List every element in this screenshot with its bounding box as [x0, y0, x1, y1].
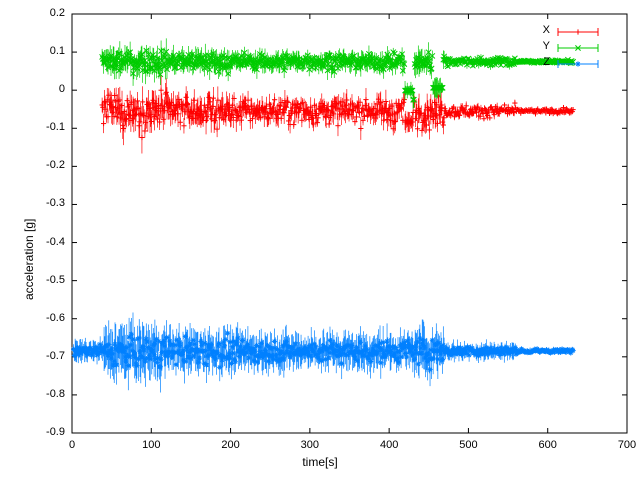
x-tick-label: 700	[617, 439, 637, 451]
series-Z	[70, 312, 576, 393]
y-tick-label: -0.4	[46, 235, 65, 248]
y-tick-label: -0.5	[46, 273, 65, 286]
y-tick-label: 0	[58, 83, 65, 96]
x-tick-label: 0	[68, 439, 76, 451]
x-axis-title: time[s]	[302, 455, 338, 469]
legend-sample-X	[557, 28, 599, 36]
x-tick-label: 100	[142, 439, 161, 451]
x-tick-label: 300	[300, 439, 320, 451]
series-X	[99, 75, 576, 154]
x-tick-label: 500	[459, 439, 478, 451]
x-tick-label: 600	[538, 439, 557, 451]
legend-sample-Y	[557, 44, 599, 52]
y-tick-label: -0.6	[46, 311, 65, 324]
x-tick-label: 400	[379, 439, 399, 451]
y-axis-title: acceleration [g]	[22, 218, 36, 300]
legend-label-X: X	[542, 24, 550, 36]
legend-label-Y: Y	[542, 40, 550, 52]
y-tick-label: -0.1	[46, 121, 65, 134]
plot-frame	[71, 13, 628, 434]
x-tick-label: 200	[221, 439, 240, 451]
y-tick-label: 0.1	[49, 45, 65, 58]
legend-sample-Z	[557, 60, 599, 68]
y-tick-label: -0.3	[46, 197, 65, 210]
y-tick-label: 0.2	[49, 7, 65, 19]
series-Y	[99, 38, 577, 109]
legend-label-Z: Z	[543, 56, 550, 68]
y-tick-label: -0.7	[46, 349, 65, 362]
y-tick-label: -0.2	[46, 159, 65, 172]
y-tick-label: -0.9	[46, 426, 65, 438]
y-tick-label: -0.8	[46, 387, 65, 400]
